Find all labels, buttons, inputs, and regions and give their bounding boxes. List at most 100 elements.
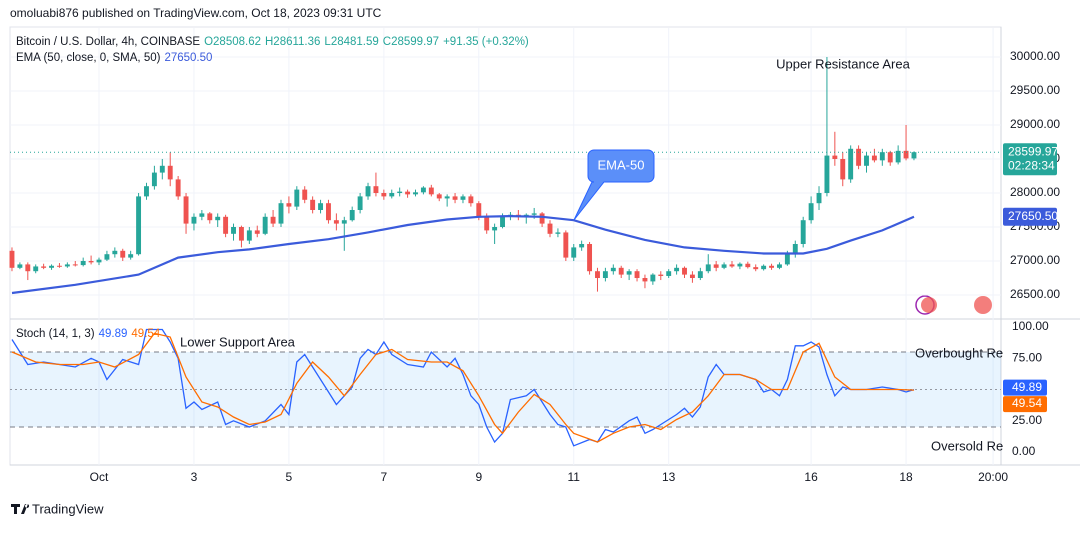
candle-body	[17, 264, 23, 268]
logo: TradingView	[11, 501, 104, 516]
candle-body	[887, 152, 893, 163]
y-tick-label: 75.00	[1012, 350, 1042, 364]
candle-body	[381, 192, 387, 197]
k-tag: 49.89	[1012, 380, 1042, 394]
y-tick-label: 27000.00	[1010, 253, 1060, 267]
x-tick-label: 18	[899, 470, 913, 484]
y-tick-label: 28000.00	[1010, 185, 1060, 199]
candle-body	[602, 271, 608, 279]
candle-body	[571, 247, 577, 258]
candle-body	[856, 148, 862, 166]
legend-ohlc: C28599.97	[383, 36, 439, 48]
candle-body	[191, 216, 197, 224]
candle-body	[642, 278, 648, 282]
candle-body	[610, 267, 616, 272]
candle-body	[413, 192, 418, 195]
y-tick-label: 25.00	[1012, 413, 1042, 427]
y-tick-label: 30000.00	[1010, 49, 1060, 63]
candle-body	[626, 271, 632, 275]
candle-body	[159, 165, 165, 173]
candle-body	[246, 230, 252, 241]
footer-brand: TradingView	[32, 501, 104, 516]
candle-body	[128, 254, 134, 258]
candle-body	[9, 250, 15, 268]
candle-body	[903, 150, 909, 159]
legend-change: +91.35 (+0.32%)	[443, 36, 529, 48]
candle-body	[96, 259, 102, 263]
annotation: Upper Resistance Area	[776, 56, 910, 71]
candle-body	[563, 232, 569, 258]
candle-body	[25, 264, 31, 272]
stoch-legend-value: 49.89	[99, 328, 128, 340]
candle-body	[713, 264, 719, 268]
candle-body	[199, 213, 205, 217]
event-icons	[915, 295, 992, 315]
y-tick-label: 29000.00	[1010, 117, 1060, 131]
ema-tag: 27650.50	[1008, 209, 1058, 223]
stoch-line	[11, 328, 915, 447]
candle-body	[587, 244, 593, 272]
candle-body	[207, 213, 213, 221]
candle-body	[136, 196, 142, 255]
candle-body	[476, 203, 482, 217]
candle-body	[72, 264, 78, 266]
candle-body	[595, 271, 600, 279]
candle-body	[104, 254, 110, 260]
candle-body	[547, 223, 553, 234]
candle-body	[848, 148, 854, 180]
candle-body	[49, 265, 54, 268]
candle-body	[468, 196, 474, 204]
candle-body	[753, 267, 759, 270]
candle-body	[871, 155, 877, 161]
y-tick-label: 0.00	[1012, 444, 1036, 458]
candle-body	[223, 216, 229, 234]
candle-body	[808, 203, 814, 221]
candle-body	[816, 192, 822, 204]
candle-body	[777, 264, 782, 268]
annotation: Overbought Re	[915, 345, 1003, 360]
x-tick-label: 13	[662, 470, 676, 484]
candle-body	[737, 263, 743, 267]
candle-body	[618, 267, 624, 275]
header: omoluabi876 published on TradingView.com…	[10, 6, 382, 20]
candle-body	[579, 244, 585, 248]
candle-body	[151, 172, 157, 187]
candle-body	[452, 196, 458, 200]
candle-body	[792, 244, 798, 255]
candle-body	[88, 261, 94, 263]
candle-body	[357, 196, 363, 210]
x-tick-label: 20:00	[978, 470, 1008, 484]
candle-body	[674, 267, 680, 272]
stoch-line	[11, 332, 915, 443]
candle-body	[539, 213, 545, 224]
candle-body	[397, 191, 403, 193]
k-tag-bg	[1003, 379, 1047, 396]
d-tag: 49.54	[1012, 396, 1042, 410]
callout	[573, 149, 655, 221]
candle-body	[824, 155, 830, 193]
candle-body	[555, 232, 561, 234]
candle-body	[341, 220, 347, 224]
candle-body	[784, 254, 790, 265]
candle-body	[697, 271, 703, 279]
candle-body	[500, 216, 505, 228]
candle-body	[262, 216, 268, 234]
candle-body	[41, 266, 47, 268]
candle-body	[167, 165, 173, 180]
candle-body	[175, 179, 181, 197]
candle-body	[769, 265, 774, 268]
candle-body	[650, 274, 656, 282]
candle-body	[144, 186, 149, 197]
candle-body	[349, 209, 355, 221]
y-tick-label: 26500.00	[1010, 287, 1060, 301]
candle-body	[294, 189, 300, 207]
candle-body	[689, 274, 695, 279]
candle-body	[840, 158, 846, 180]
legend-title: Bitcoin / U.S. Dollar, 4h, COINBASE	[16, 36, 200, 48]
candle-body	[215, 216, 221, 221]
candle-body	[879, 152, 885, 161]
candle-body	[729, 264, 735, 267]
countdown-tag: 02:28:34	[1008, 158, 1055, 172]
